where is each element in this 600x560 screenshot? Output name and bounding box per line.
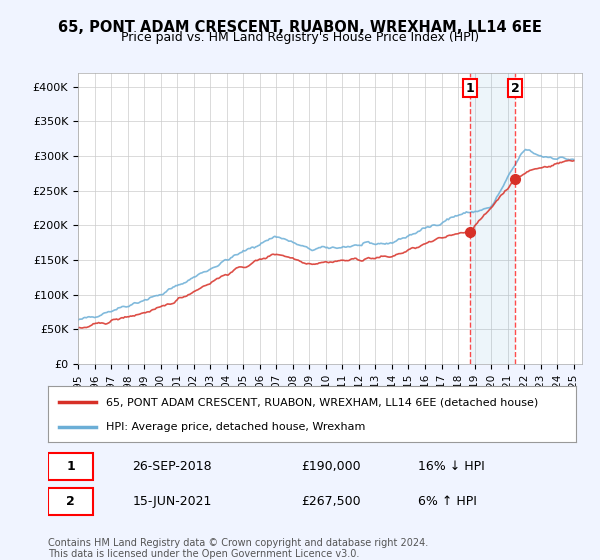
Text: £267,500: £267,500 xyxy=(301,495,361,508)
Text: Contains HM Land Registry data © Crown copyright and database right 2024.
This d: Contains HM Land Registry data © Crown c… xyxy=(48,538,428,559)
Text: 15-JUN-2021: 15-JUN-2021 xyxy=(133,495,212,508)
Text: 16% ↓ HPI: 16% ↓ HPI xyxy=(418,460,484,473)
Text: 1: 1 xyxy=(67,460,75,473)
Text: 2: 2 xyxy=(67,495,75,508)
Text: Price paid vs. HM Land Registry's House Price Index (HPI): Price paid vs. HM Land Registry's House … xyxy=(121,31,479,44)
Text: 2: 2 xyxy=(511,82,520,95)
Text: 65, PONT ADAM CRESCENT, RUABON, WREXHAM, LL14 6EE: 65, PONT ADAM CRESCENT, RUABON, WREXHAM,… xyxy=(58,20,542,35)
Text: 26-SEP-2018: 26-SEP-2018 xyxy=(133,460,212,473)
Text: £190,000: £190,000 xyxy=(301,460,361,473)
Text: 1: 1 xyxy=(466,82,475,95)
FancyBboxPatch shape xyxy=(48,488,93,515)
Bar xyxy=(470,73,515,364)
Text: HPI: Average price, detached house, Wrexham: HPI: Average price, detached house, Wrex… xyxy=(106,422,365,432)
Text: 65, PONT ADAM CRESCENT, RUABON, WREXHAM, LL14 6EE (detached house): 65, PONT ADAM CRESCENT, RUABON, WREXHAM,… xyxy=(106,397,538,407)
FancyBboxPatch shape xyxy=(48,452,93,480)
Text: 6% ↑ HPI: 6% ↑ HPI xyxy=(418,495,476,508)
